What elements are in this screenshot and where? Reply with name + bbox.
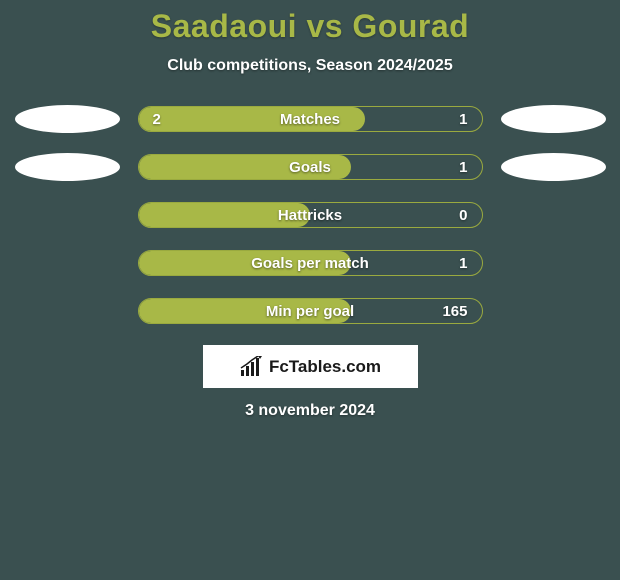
stat-bar: Min per goal 165	[138, 298, 483, 324]
stat-row: Goals per match 1	[0, 249, 620, 277]
comparison-card: Saadaoui vs Gourad Club competitions, Se…	[0, 0, 620, 420]
player-right-ellipse	[501, 153, 606, 181]
ellipse-placeholder	[501, 201, 606, 229]
logo-text: FcTables.com	[269, 357, 381, 377]
stat-bar: 2 Matches 1	[138, 106, 483, 132]
chart-icon	[239, 356, 265, 378]
ellipse-placeholder	[15, 201, 120, 229]
stat-right-value: 165	[442, 303, 467, 320]
stat-label: Hattricks	[278, 207, 342, 224]
stat-right-value: 1	[459, 159, 467, 176]
ellipse-placeholder	[15, 249, 120, 277]
player-left-ellipse	[15, 153, 120, 181]
stat-right-value: 1	[459, 255, 467, 272]
ellipse-placeholder	[501, 249, 606, 277]
stat-row: Min per goal 165	[0, 297, 620, 325]
stat-label: Goals per match	[251, 255, 369, 272]
bars-wrapper: 2 Matches 1 Goals 1 Hattricks 0 Goals per match…	[0, 105, 620, 325]
player-left-ellipse	[15, 105, 120, 133]
date-text: 3 november 2024	[0, 402, 620, 420]
page-title: Saadaoui vs Gourad	[0, 8, 620, 45]
player-right-ellipse	[501, 105, 606, 133]
stat-row: Goals 1	[0, 153, 620, 181]
stat-right-value: 1	[459, 111, 467, 128]
stat-label: Matches	[280, 111, 340, 128]
stat-right-value: 0	[459, 207, 467, 224]
stat-label: Goals	[289, 159, 331, 176]
stat-bar: Goals 1	[138, 154, 483, 180]
stat-left-value: 2	[153, 111, 161, 128]
ellipse-placeholder	[501, 297, 606, 325]
stat-label: Min per goal	[266, 303, 354, 320]
stat-bar: Hattricks 0	[138, 202, 483, 228]
ellipse-placeholder	[15, 297, 120, 325]
stat-row: 2 Matches 1	[0, 105, 620, 133]
subtitle: Club competitions, Season 2024/2025	[0, 57, 620, 75]
stat-bar: Goals per match 1	[138, 250, 483, 276]
stat-row: Hattricks 0	[0, 201, 620, 229]
logo-box[interactable]: FcTables.com	[203, 345, 418, 388]
